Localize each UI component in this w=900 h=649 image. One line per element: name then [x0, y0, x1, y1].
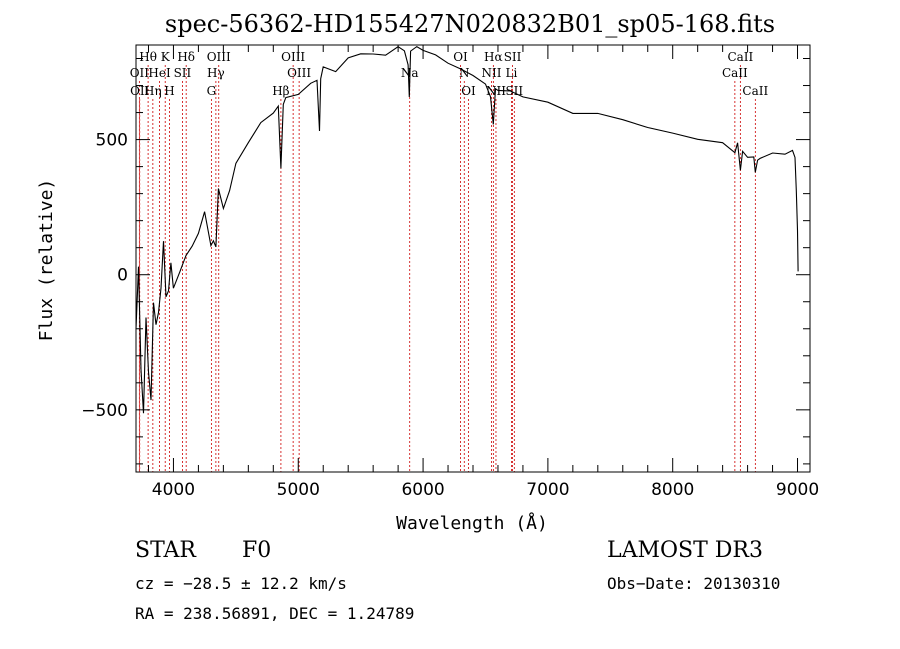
object-class: STAR: [135, 538, 196, 563]
x-tick-label: 7000: [526, 480, 569, 500]
plot-frame: [135, 44, 811, 473]
spectral-line-label: H: [164, 84, 174, 98]
spectral-line-label: Hγ: [207, 66, 225, 80]
spectral-line-markers: [138, 65, 756, 472]
x-tick-label: 6000: [401, 480, 444, 500]
spectral-line-label: SII: [504, 50, 522, 64]
spectral-line-label: OII: [130, 66, 150, 80]
x-axis-label: Wavelength (Å): [396, 512, 548, 534]
spectral-line-label: Na: [401, 66, 419, 80]
spectral-line-label: Hα: [484, 50, 503, 64]
spectral-line-label: Hδ: [177, 50, 195, 64]
spectral-line-label: OI: [453, 50, 468, 64]
survey-name: LAMOST DR3: [607, 538, 763, 563]
spectral-line-label: OIII: [207, 50, 231, 64]
x-tick-label: 9000: [776, 480, 819, 500]
spectrum-series-line: [135, 45, 799, 414]
spectral-line-label: CaII: [727, 50, 753, 64]
spectral-line-label: NII: [486, 84, 506, 98]
spectral-line-label: Hβ: [272, 84, 289, 98]
spectral-line-label: G: [207, 84, 217, 98]
y-axis-label: Flux (relative): [36, 179, 57, 342]
spectral-line-label: NII: [481, 66, 501, 80]
spectral-line-label: OI: [461, 84, 476, 98]
spectral-line-label: N: [459, 66, 470, 80]
spectral-line-label: CaII: [722, 66, 748, 80]
spectral-line-label: OIII: [281, 50, 305, 64]
y-tick-label: 500: [96, 131, 128, 151]
spectral-line-label: K: [161, 50, 171, 64]
y-tick-label: −500: [81, 401, 128, 421]
spectral-line-label: Hη: [144, 84, 162, 98]
spectral-line-label: CaII: [742, 84, 768, 98]
spectral-line-labels: Hθ OII OII K HeI Hη H Hδ SII OIII Hγ G OIII OIII Hβ Na O…: [130, 50, 769, 98]
spectral-line-label: Li: [506, 66, 518, 80]
coordinates: RA = 238.56891, DEC = 1.24789: [135, 604, 415, 623]
x-tick-label: 8000: [651, 480, 694, 500]
axis-ticks: 4000 5000 6000 7000 8000 9000 −500 0 500: [81, 45, 819, 500]
y-tick-label: 0: [117, 266, 128, 286]
spectral-line-label: SII: [174, 66, 192, 80]
spectral-line-label: HeI: [148, 66, 171, 80]
chart-title: spec-56362-HD155427N020832B01_sp05-168.f…: [165, 10, 775, 38]
spectral-line-label: SII: [505, 84, 523, 98]
spectral-line-label: OIII: [287, 66, 311, 80]
observation-date: Obs−Date: 20130310: [607, 574, 781, 593]
spectral-line-label: OII: [130, 84, 150, 98]
x-tick-label: 4000: [152, 480, 195, 500]
x-tick-label: 5000: [277, 480, 320, 500]
object-subclass: F0: [242, 538, 272, 563]
redshift-value: cz = −28.5 ± 12.2 km/s: [135, 574, 347, 593]
spectral-line-label: Hθ: [139, 50, 157, 64]
